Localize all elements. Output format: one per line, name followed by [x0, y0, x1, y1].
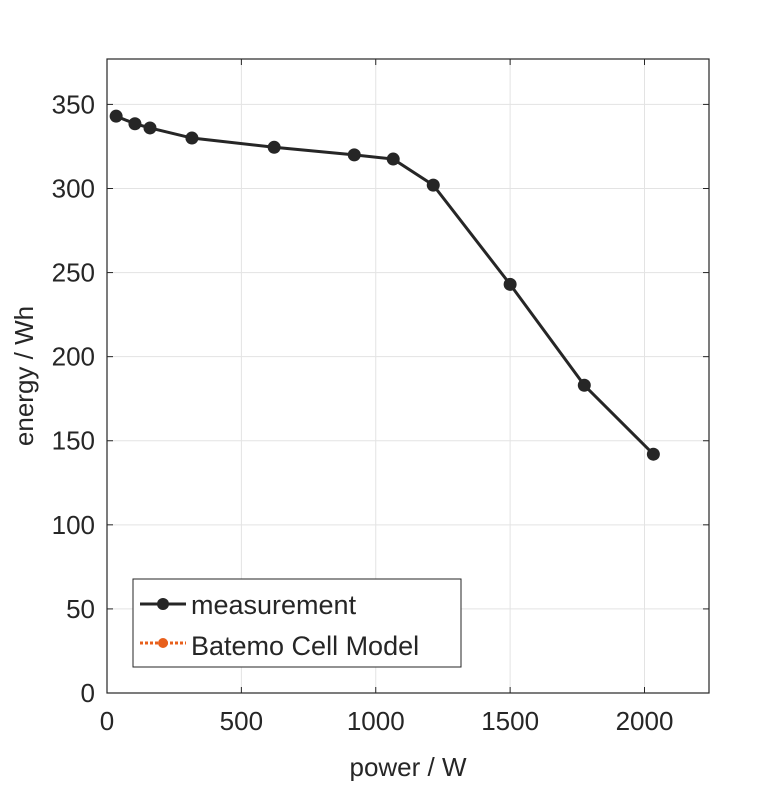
plot-frame [106, 58, 710, 694]
data-point [386, 152, 400, 166]
y-tick-label: 150 [52, 426, 95, 456]
x-tick-label: 1500 [481, 706, 539, 736]
data-point [267, 140, 281, 154]
y-axis-label: energy / Wh [9, 306, 39, 446]
data-point [426, 178, 440, 192]
y-tick-label: 50 [66, 594, 95, 624]
legend-batemo-label: Batemo Cell Model [191, 631, 419, 661]
y-tick-label: 200 [52, 342, 95, 372]
x-tick-label: 500 [220, 706, 263, 736]
x-axis-label: power / W [349, 752, 466, 781]
series-layer [109, 109, 660, 461]
data-point [109, 109, 123, 123]
y-tick-label: 300 [52, 173, 95, 203]
legend-batemo-marker [158, 638, 168, 648]
x-tick-label: 1000 [347, 706, 405, 736]
data-point [646, 447, 660, 461]
x-tick-label: 2000 [616, 706, 674, 736]
legend-box [132, 578, 462, 668]
data-point [185, 131, 199, 145]
data-point [503, 277, 517, 291]
y-tick-label: 100 [52, 510, 95, 540]
legend-measurement-marker [157, 598, 169, 610]
data-point [347, 148, 361, 162]
ticks: 0 500 1000 1500 2000 0 50 100 150 200 250 300 350 [52, 59, 709, 736]
legend-measurement-label: measurement [191, 590, 357, 620]
series-line-0 [115, 114, 655, 456]
y-tick-label: 250 [52, 258, 95, 288]
data-point [143, 121, 157, 135]
data-point [577, 378, 591, 392]
y-tick-label: 0 [81, 678, 95, 708]
data-point [128, 117, 142, 131]
y-tick-label: 350 [52, 89, 95, 119]
x-tick-label: 0 [100, 706, 114, 736]
legend: measurement Batemo Cell Model [132, 578, 462, 668]
